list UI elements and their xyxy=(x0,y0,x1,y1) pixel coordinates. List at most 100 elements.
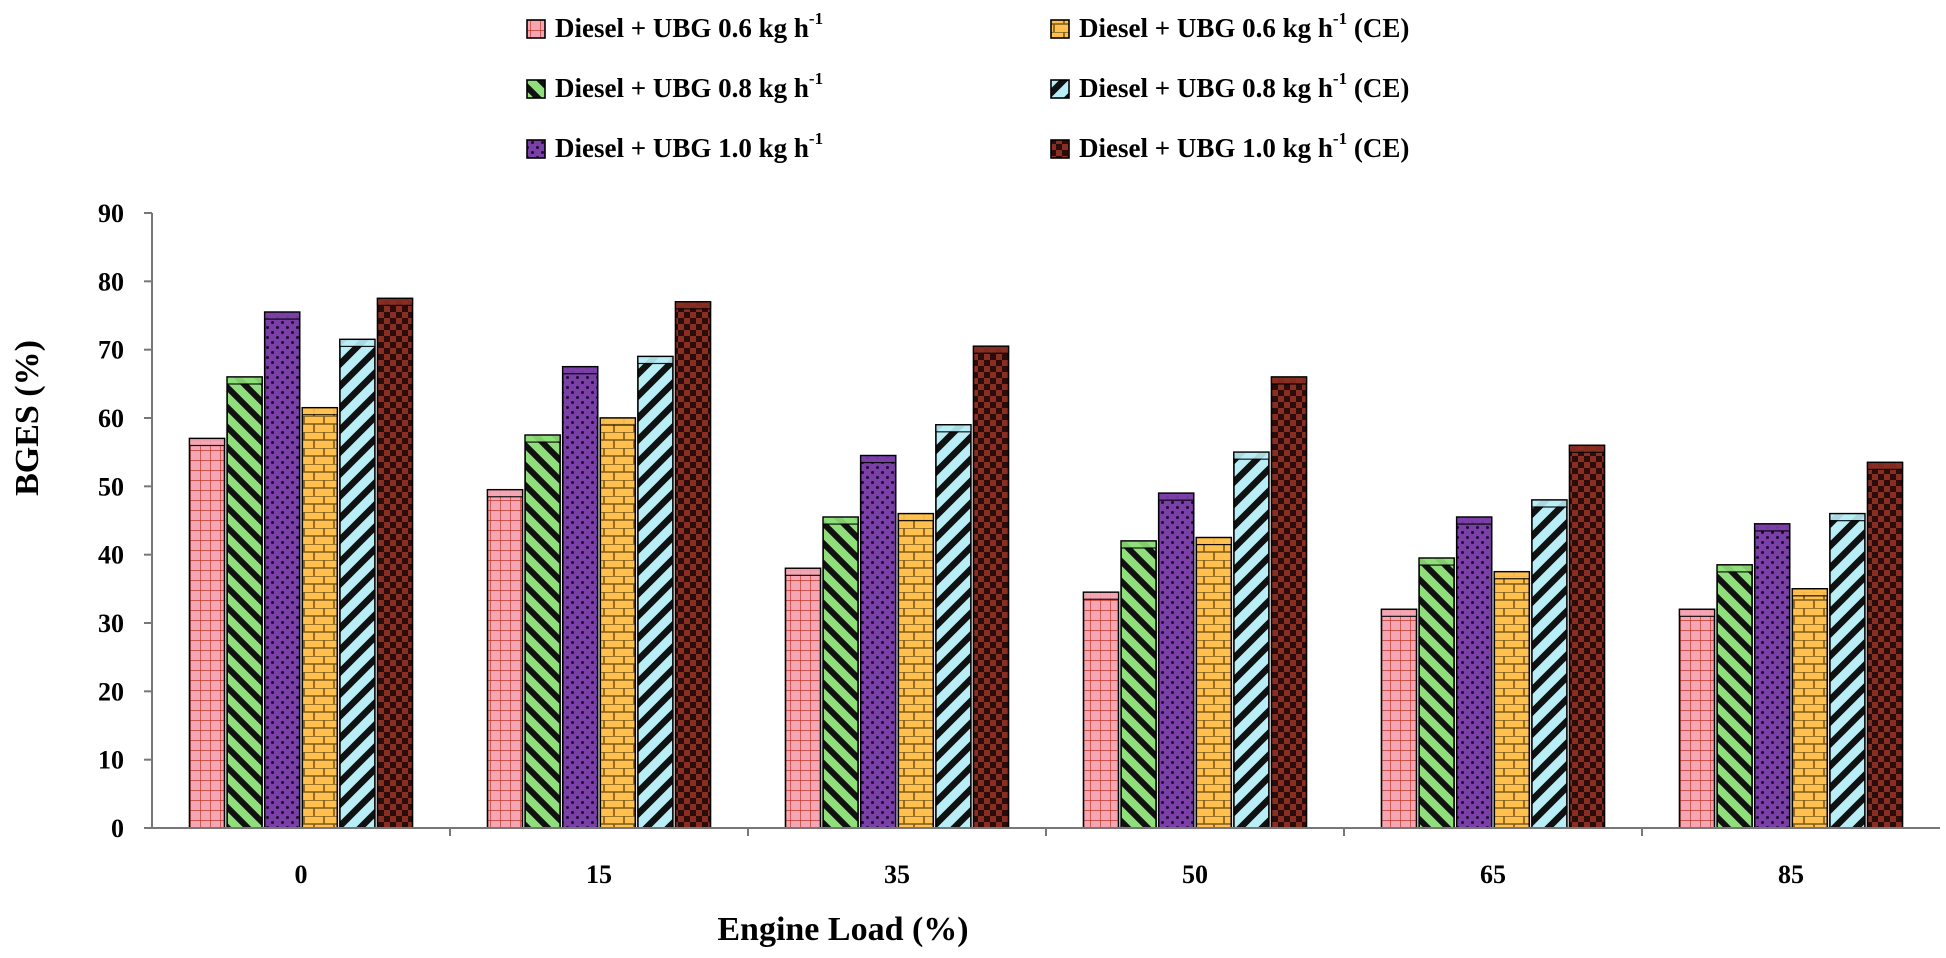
bar-cap xyxy=(1791,588,1828,597)
bar-body xyxy=(1270,376,1308,829)
tick-labels: 0 10 20 30 40 50 60 70 80 90 0 15 35 50 65 85 xyxy=(98,199,1804,889)
bar-body xyxy=(1568,444,1606,829)
legend-label-suffix: (CE) xyxy=(1347,133,1409,163)
y-tick-label: 70 xyxy=(98,336,124,365)
legend: Diesel + UBG 0.6 kg h-1 Diesel + UBG 0.6 … xyxy=(526,9,1409,163)
legend-item: Diesel + UBG 0.6 kg h-1 xyxy=(526,9,823,43)
bar-cap xyxy=(264,311,301,320)
bar xyxy=(784,567,822,829)
bar-body xyxy=(1678,608,1716,829)
bar-cap xyxy=(674,301,712,310)
bar xyxy=(1791,588,1829,829)
bar-cap xyxy=(860,454,897,464)
bar xyxy=(1866,461,1904,829)
bar-body xyxy=(1866,461,1904,829)
bar xyxy=(1380,608,1418,829)
legend-label-main: Diesel + UBG 0.6 kg h xyxy=(1079,13,1333,43)
bar-cap xyxy=(1082,591,1120,600)
bar-cap xyxy=(1678,608,1716,617)
bar-body xyxy=(1157,492,1195,829)
legend-label-superscript: -1 xyxy=(1333,9,1347,28)
bar xyxy=(301,406,339,829)
bar-cap xyxy=(339,338,376,348)
legend-label-superscript: -1 xyxy=(1333,129,1347,148)
y-tick-label: 50 xyxy=(98,472,124,501)
bar-body xyxy=(1195,536,1233,829)
bar-body xyxy=(1418,557,1455,829)
bar xyxy=(1157,492,1195,829)
bar xyxy=(935,424,972,829)
bar xyxy=(822,516,859,829)
legend-swatch xyxy=(526,19,546,39)
legend-swatch xyxy=(526,139,546,159)
bar-body xyxy=(376,297,414,829)
bar xyxy=(1082,591,1120,829)
legend-label-superscript: -1 xyxy=(809,129,823,148)
legend-item: Diesel + UBG 0.6 kg h-1 (CE) xyxy=(1050,9,1409,43)
y-tick-label: 40 xyxy=(98,541,124,570)
bar xyxy=(599,417,637,829)
legend-item: Diesel + UBG 1.0 kg h-1 xyxy=(526,129,823,163)
bar xyxy=(1493,570,1531,829)
bar-body xyxy=(1753,523,1791,829)
bar-body xyxy=(1082,591,1120,829)
legend-label-main: Diesel + UBG 0.6 kg h xyxy=(555,13,809,43)
legend-label-main: Diesel + UBG 0.8 kg h xyxy=(1079,73,1333,103)
bar-body xyxy=(1380,608,1418,829)
legend-item: Diesel + UBG 0.8 kg h-1 (CE) xyxy=(1050,69,1409,103)
bar-cap xyxy=(897,513,934,522)
legend-label: Diesel + UBG 0.6 kg h-1 (CE) xyxy=(1079,9,1409,43)
bar-body xyxy=(1120,540,1157,829)
bar-cap xyxy=(1270,376,1308,385)
bar-cap xyxy=(524,434,561,443)
bar-cap xyxy=(1456,516,1493,525)
bar-body xyxy=(637,355,674,829)
bar-body xyxy=(524,434,561,829)
bar-cap xyxy=(562,366,599,375)
bar xyxy=(561,365,599,829)
bar-cap xyxy=(188,437,226,447)
bar xyxy=(263,311,301,829)
bar-body xyxy=(859,454,897,829)
bar xyxy=(1753,523,1791,829)
legend-label-suffix: (CE) xyxy=(1347,13,1409,43)
legend-label-superscript: -1 xyxy=(809,69,823,88)
bar-cap xyxy=(599,417,636,426)
bar-body xyxy=(263,311,301,829)
bar-body xyxy=(784,567,822,829)
bar-body xyxy=(897,512,935,829)
y-tick-label: 10 xyxy=(98,746,124,775)
bar-cap xyxy=(1866,461,1904,471)
x-tick-label: 15 xyxy=(586,860,612,889)
y-tick-label: 20 xyxy=(98,677,124,706)
bar xyxy=(1678,608,1716,829)
bar-cap xyxy=(1233,451,1270,460)
bar-body xyxy=(1531,499,1568,829)
legend-item: Diesel + UBG 1.0 kg h-1 (CE) xyxy=(1050,129,1409,163)
legend-swatch xyxy=(1050,79,1070,99)
legend-label-suffix: (CE) xyxy=(1347,73,1409,103)
legend-label-main: Diesel + UBG 0.8 kg h xyxy=(555,73,809,103)
legend-label: Diesel + UBG 0.6 kg h-1 xyxy=(555,9,823,43)
legend-label-superscript: -1 xyxy=(809,9,823,28)
bar xyxy=(674,301,712,829)
bar-cap xyxy=(1568,444,1606,453)
bar xyxy=(1568,444,1606,829)
bar-cap xyxy=(784,567,822,576)
bar-cap xyxy=(1754,523,1791,532)
bar-body xyxy=(226,376,263,829)
x-tick-label: 0 xyxy=(295,860,308,889)
bar xyxy=(1270,376,1308,829)
bar xyxy=(1195,536,1233,829)
bar-body xyxy=(1493,570,1531,829)
bar xyxy=(1716,564,1753,829)
legend-swatch xyxy=(1050,19,1070,39)
bar-cap xyxy=(1716,564,1753,573)
x-axis-title: Engine Load (%) xyxy=(717,911,968,948)
bar-body xyxy=(561,365,599,829)
bar xyxy=(524,434,561,829)
bar-cap xyxy=(1380,608,1418,617)
bar-body xyxy=(301,406,339,829)
y-axis-title: BGES (%) xyxy=(9,340,46,496)
